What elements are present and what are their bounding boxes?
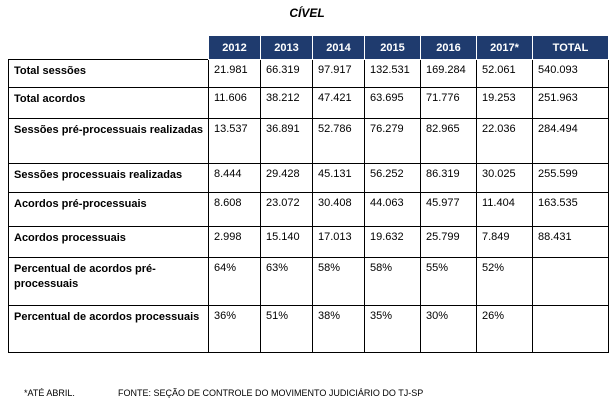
table-row: Acordos pré-processuais 8.608 23.072 30.…	[8, 192, 609, 227]
table-cell: 86.319	[420, 163, 477, 193]
row-label: Total sessões	[8, 59, 209, 88]
table-cell: 52%	[476, 257, 533, 306]
row-label: Acordos processuais	[8, 226, 209, 258]
table-cell	[532, 305, 609, 353]
table-cell: 163.535	[532, 192, 609, 227]
table-row: Percentual de acordos pré-processuais 64…	[8, 257, 609, 306]
table-cell: 19.253	[476, 87, 533, 119]
source-note: FONTE: SEÇÃO DE CONTROLE DO MOVIMENTO JU…	[118, 388, 424, 398]
table-cell: 36%	[208, 305, 261, 353]
table-cell: 11.404	[476, 192, 533, 227]
table-cell: 88.431	[532, 226, 609, 258]
table-cell: 38%	[312, 305, 365, 353]
table-cell: 19.632	[364, 226, 421, 258]
table-cell: 8.444	[208, 163, 261, 193]
table-cell: 38.212	[260, 87, 313, 119]
table-cell: 29.428	[260, 163, 313, 193]
footnote: *ATÉ ABRIL.	[24, 388, 75, 398]
table-cell: 76.279	[364, 118, 421, 164]
table-cell: 21.981	[208, 59, 261, 88]
table-cell: 540.093	[532, 59, 609, 88]
table-cell: 63%	[260, 257, 313, 306]
column-header: 2014	[312, 35, 365, 60]
table-cell: 30.408	[312, 192, 365, 227]
table-cell: 132.531	[364, 59, 421, 88]
table-cell: 11.606	[208, 87, 261, 119]
data-table: 2012 2013 2014 2015 2016 2017* TOTAL Tot…	[8, 35, 609, 353]
table-cell: 251.963	[532, 87, 609, 119]
table-cell: 15.140	[260, 226, 313, 258]
table-cell: 255.599	[532, 163, 609, 193]
row-label: Percentual de acordos processuais	[8, 305, 209, 353]
column-header: TOTAL	[532, 35, 609, 60]
table-cell: 22.036	[476, 118, 533, 164]
table-cell	[532, 257, 609, 306]
table-cell: 45.977	[420, 192, 477, 227]
table-cell: 66.319	[260, 59, 313, 88]
footer: *ATÉ ABRIL. FONTE: SEÇÃO DE CONTROLE DO …	[24, 388, 423, 398]
row-label: Acordos pré-processuais	[8, 192, 209, 227]
row-label: Total acordos	[8, 87, 209, 119]
table-cell: 8.608	[208, 192, 261, 227]
table-cell: 284.494	[532, 118, 609, 164]
table-cell: 55%	[420, 257, 477, 306]
table-cell: 45.131	[312, 163, 365, 193]
table-row: Total acordos 11.606 38.212 47.421 63.69…	[8, 87, 609, 119]
table-cell: 25.799	[420, 226, 477, 258]
table-cell: 52.786	[312, 118, 365, 164]
table-cell: 30.025	[476, 163, 533, 193]
table-cell: 56.252	[364, 163, 421, 193]
table-row: Sessões processuais realizadas 8.444 29.…	[8, 163, 609, 193]
table-cell: 63.695	[364, 87, 421, 119]
column-header: 2015	[364, 35, 421, 60]
table-cell: 71.776	[420, 87, 477, 119]
header-corner	[8, 35, 209, 60]
column-header: 2017*	[476, 35, 533, 60]
table-cell: 36.891	[260, 118, 313, 164]
table-cell: 64%	[208, 257, 261, 306]
column-header: 2012	[208, 35, 261, 60]
column-header: 2013	[260, 35, 313, 60]
table-cell: 35%	[364, 305, 421, 353]
row-label: Percentual de acordos pré-processuais	[8, 257, 209, 306]
row-label: Sessões pré-processuais realizadas	[8, 118, 209, 164]
row-label: Sessões processuais realizadas	[8, 163, 209, 193]
table-cell: 47.421	[312, 87, 365, 119]
table-row: Sessões pré-processuais realizadas 13.53…	[8, 118, 609, 164]
table-cell: 52.061	[476, 59, 533, 88]
table-cell: 26%	[476, 305, 533, 353]
table-cell: 51%	[260, 305, 313, 353]
table-cell: 7.849	[476, 226, 533, 258]
table-cell: 2.998	[208, 226, 261, 258]
table-cell: 30%	[420, 305, 477, 353]
table-cell: 13.537	[208, 118, 261, 164]
table-cell: 17.013	[312, 226, 365, 258]
table-cell: 97.917	[312, 59, 365, 88]
table-cell: 58%	[312, 257, 365, 306]
column-header: 2016	[420, 35, 477, 60]
table-row: Percentual de acordos processuais 36% 51…	[8, 305, 609, 353]
table-cell: 169.284	[420, 59, 477, 88]
table-cell: 58%	[364, 257, 421, 306]
table-row: Acordos processuais 2.998 15.140 17.013 …	[8, 226, 609, 258]
table-row: Total sessões 21.981 66.319 97.917 132.5…	[8, 59, 609, 88]
table-cell: 44.063	[364, 192, 421, 227]
page-title: CÍVEL	[289, 6, 325, 20]
table-cell: 23.072	[260, 192, 313, 227]
header-row: 2012 2013 2014 2015 2016 2017* TOTAL	[8, 35, 609, 60]
table-cell: 82.965	[420, 118, 477, 164]
